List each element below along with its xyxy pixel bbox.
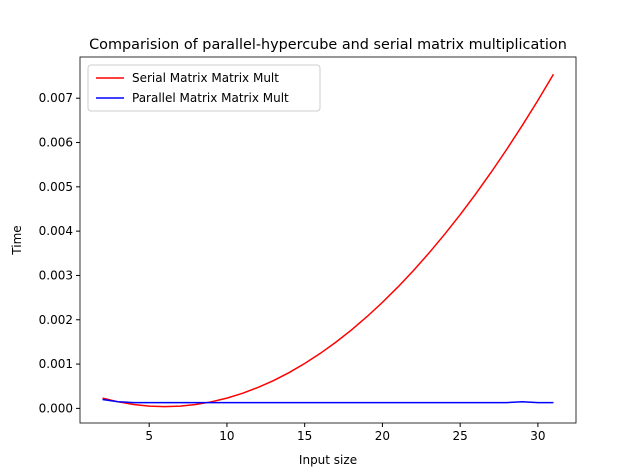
y-tick-label: 0.004 [39,224,73,238]
x-axis-label: Input size [299,453,357,467]
y-tick-label: 0.003 [39,268,73,282]
plot-frame [79,56,577,424]
y-tick-label: 0.007 [39,91,73,105]
y-tick-label: 0.002 [39,313,73,327]
legend-label: Serial Matrix Matrix Mult [132,71,279,85]
legend-box [87,64,321,112]
y-tick-label: 0.006 [39,136,73,150]
y-tick-label: 0.001 [39,357,73,371]
x-tick-label: 15 [297,429,312,443]
series-line [102,398,554,404]
x-tick-label: 25 [453,429,468,443]
x-tick-label: 30 [530,429,545,443]
y-tick-label: 0.000 [39,401,73,415]
y-tick-label: 0.005 [39,180,73,194]
legend-label: Parallel Matrix Matrix Mult [132,91,289,105]
chart-title: Comparision of parallel-hypercube and se… [89,37,567,53]
x-tick-label: 5 [145,429,153,443]
series-line [102,73,555,408]
x-tick-label: 10 [219,429,234,443]
x-tick-label: 20 [375,429,390,443]
y-axis-label: Time [10,225,24,255]
